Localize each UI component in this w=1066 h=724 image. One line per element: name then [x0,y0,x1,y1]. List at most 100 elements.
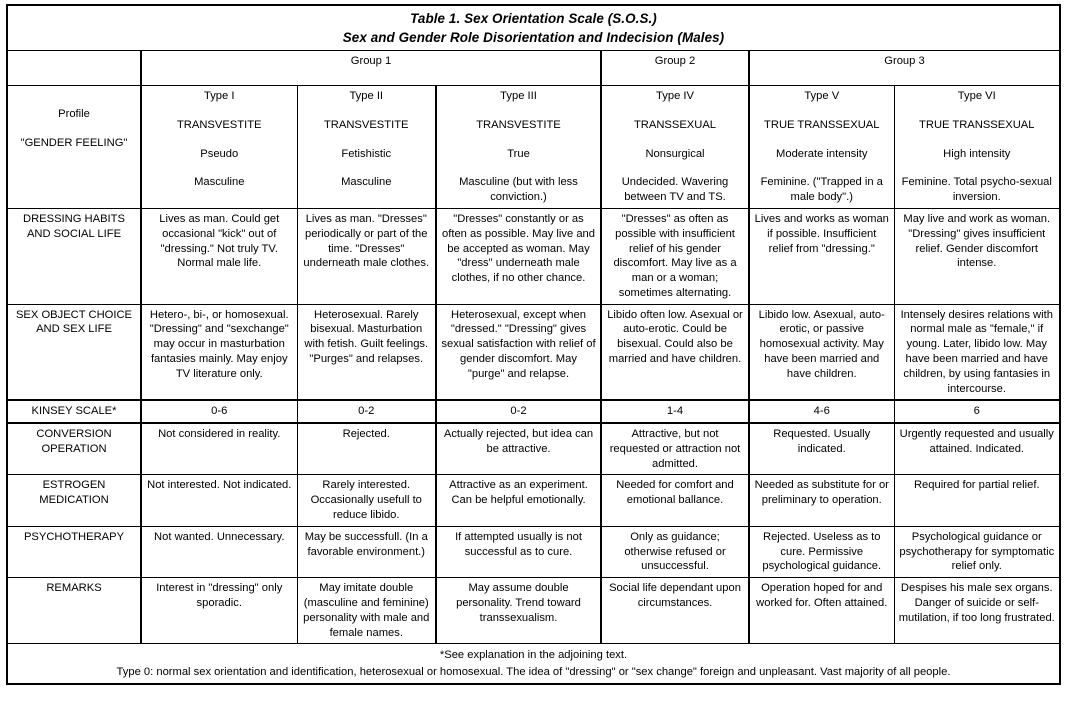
profile-column-type-1: Type I TRANSVESTITE Pseudo Masculine [140,85,298,209]
cell-kinsey-type-1: 0-6 [140,399,298,425]
footnote-line-2: Type 0: normal sex orientation and ident… [116,665,951,678]
cell-estrogen-type-3: Attractive as an experiment. Can be help… [435,474,602,527]
type-gender-feeling: Feminine. ("Trapped in a male body".) [760,176,883,204]
type-category: TRUE TRANSSEXUAL [764,118,880,131]
cell-psychotherapy-type-4: Only as guidance; otherwise refused or u… [600,525,750,579]
cell-sexlife-type-3: Heterosexual, except when "dressed." "Dr… [435,303,602,402]
group-header-row: Group 1 Group 2 Group 3 [6,50,1061,87]
type-category: TRANSVESTITE [176,118,262,131]
cell-dressing-type-1: Lives as man. Could get occasional "kick… [140,207,298,305]
cell-conversion-type-6: Urgently requested and usually attained.… [893,422,1061,476]
table-title: Table 1. Sex Orientation Scale (S.O.S.) … [6,4,1061,52]
type-name: Type I [204,90,235,103]
cell-conversion-type-3: Actually rejected, but idea can be attra… [435,422,602,476]
cell-sexlife-type-5: Libido low. Asexual, auto-erotic, or pas… [748,303,895,402]
cell-estrogen-type-1: Not interested. Not indicated. [140,474,298,527]
cell-remarks-type-2: May imitate double (masculine and femini… [296,577,437,645]
row-label-remarks: REMARKS [6,577,142,645]
row-label-sex-object-choice: SEX OBJECT CHOICE AND SEX LIFE [6,303,142,402]
type-gender-feeling: Masculine [341,176,392,189]
cell-dressing-type-2: Lives as man. "Dresses" periodically or … [296,207,437,305]
cell-estrogen-type-5: Needed as substitute for or preliminary … [748,474,895,527]
cell-kinsey-type-4: 1-4 [600,399,750,425]
type-category: TRANSVESTITE [323,118,409,131]
table-row: REMARKS Interest in "dressing" only spor… [6,577,1061,645]
cell-sexlife-type-1: Hetero-, bi-, or homosexual. "Dressing" … [140,303,298,402]
type-name: Type V [804,90,840,103]
cell-remarks-type-1: Interest in "dressing" only sporadic. [140,577,298,645]
cell-conversion-type-4: Attractive, but not requested or attract… [600,422,750,476]
table-row: PSYCHOTHERAPY Not wanted. Unnecessary. M… [6,525,1061,579]
type-qualifier: High intensity [943,147,1011,160]
cell-psychotherapy-type-1: Not wanted. Unnecessary. [140,525,298,579]
cell-estrogen-type-4: Needed for comfort and emotional ballanc… [600,474,750,527]
cell-dressing-type-6: May live and work as woman. "Dressing" g… [893,207,1061,305]
cell-conversion-type-1: Not considered in reality. [140,422,298,476]
profile-column-type-5: Type V TRUE TRANSSEXUAL Moderate intensi… [748,85,895,209]
cell-dressing-type-3: "Dresses" constantly or as often as poss… [435,207,602,305]
cell-remarks-type-6: Despises his male sex organs. Danger of … [893,577,1061,645]
title-line-1: Table 1. Sex Orientation Scale (S.O.S.) [410,11,657,26]
cell-conversion-type-5: Requested. Usually indicated. [748,422,895,476]
group-header-group-1: Group 1 [140,50,602,87]
type-qualifier: Pseudo [200,147,239,160]
profile-column-type-3: Type III TRANSVESTITE True Masculine (bu… [435,85,602,209]
profile-row: Profile "GENDER FEELING" Type I TRANSVES… [6,85,1061,209]
cell-remarks-type-3: May assume double personality. Trend tow… [435,577,602,645]
type-gender-feeling: Undecided. Wavering between TV and TS. [621,176,729,204]
cell-kinsey-type-2: 0-2 [296,399,437,425]
group-header-group-2: Group 2 [600,50,750,87]
type-category: TRANSSEXUAL [633,118,717,131]
row-label-conversion-operation: CONVERSION OPERATION [6,422,142,476]
cell-psychotherapy-type-2: May be successfull. (In a favorable envi… [296,525,437,579]
type-name: Type III [500,90,537,103]
type-name: Type VI [957,90,996,103]
type-qualifier: Moderate intensity [776,147,868,160]
cell-sexlife-type-6: Intensely desires relations with normal … [893,303,1061,402]
table-row: CONVERSION OPERATION Not considered in r… [6,422,1061,476]
cell-psychotherapy-type-3: If attempted usually is not successful a… [435,525,602,579]
cell-estrogen-type-6: Required for partial relief. [893,474,1061,527]
cell-kinsey-type-3: 0-2 [435,399,602,425]
row-label-psychotherapy: PSYCHOTHERAPY [6,525,142,579]
cell-psychotherapy-type-6: Psychological guidance or psychotherapy … [893,525,1061,579]
profile-label-line-1: Profile [58,108,90,121]
profile-row-label: Profile "GENDER FEELING" [6,85,142,209]
title-line-2: Sex and Gender Role Disorientation and I… [342,30,725,46]
cell-remarks-type-5: Operation hoped for and worked for. Ofte… [748,577,895,645]
type-name: Type II [349,90,384,103]
sex-orientation-scale-table: Table 1. Sex Orientation Scale (S.O.S.) … [6,4,1062,685]
group-header-group-3: Group 3 [747,50,1061,87]
table-row: SEX OBJECT CHOICE AND SEX LIFE Hetero-, … [6,303,1061,402]
cell-estrogen-type-2: Rarely interested. Occasionally usefull … [296,474,437,527]
cell-sexlife-type-2: Heterosexual. Rarely bisexual. Masturbat… [296,303,437,402]
title-row: Table 1. Sex Orientation Scale (S.O.S.) … [6,4,1061,52]
table-footnotes: *See explanation in the adjoining text. … [6,643,1061,685]
cell-psychotherapy-type-5: Rejected. Useless as to cure. Permissive… [748,525,895,579]
table-row: DRESSING HABITS AND SOCIAL LIFE Lives as… [6,207,1061,305]
type-gender-feeling: Masculine (but with less conviction.) [459,176,578,204]
cell-conversion-type-2: Rejected. [296,422,437,476]
row-label-dressing-habits: DRESSING HABITS AND SOCIAL LIFE [6,207,142,305]
profile-column-type-2: Type II TRANSVESTITE Fetishistic Masculi… [296,85,437,209]
cell-dressing-type-5: Lives and works as woman if possible. In… [748,207,895,305]
cell-kinsey-type-5: 4-6 [748,399,895,425]
type-category: TRUE TRANSSEXUAL [919,118,1035,131]
profile-column-type-6: Type VI TRUE TRANSSEXUAL High intensity … [893,85,1061,209]
type-qualifier: Nonsurgical [645,147,705,160]
profile-label-line-2: "GENDER FEELING" [20,136,128,149]
row-label-estrogen-medication: ESTROGEN MEDICATION [6,474,142,527]
type-gender-feeling: Masculine [194,176,245,189]
type-qualifier: True [507,147,530,160]
cell-remarks-type-4: Social life dependant upon circumstances… [600,577,750,645]
cell-dressing-type-4: "Dresses" as often as possible with insu… [600,207,750,305]
table-row: KINSEY SCALE* 0-6 0-2 0-2 1-4 4-6 6 [6,399,1061,425]
type-gender-feeling: Feminine. Total psycho-sexual inversion. [901,176,1052,204]
row-label-kinsey-scale: KINSEY SCALE* [6,399,142,425]
type-name: Type IV [656,90,694,103]
cell-kinsey-type-6: 6 [893,399,1061,425]
type-category: TRANSVESTITE [476,118,561,131]
table-row: ESTROGEN MEDICATION Not interested. Not … [6,474,1061,527]
footnote-row: *See explanation in the adjoining text. … [6,643,1061,685]
